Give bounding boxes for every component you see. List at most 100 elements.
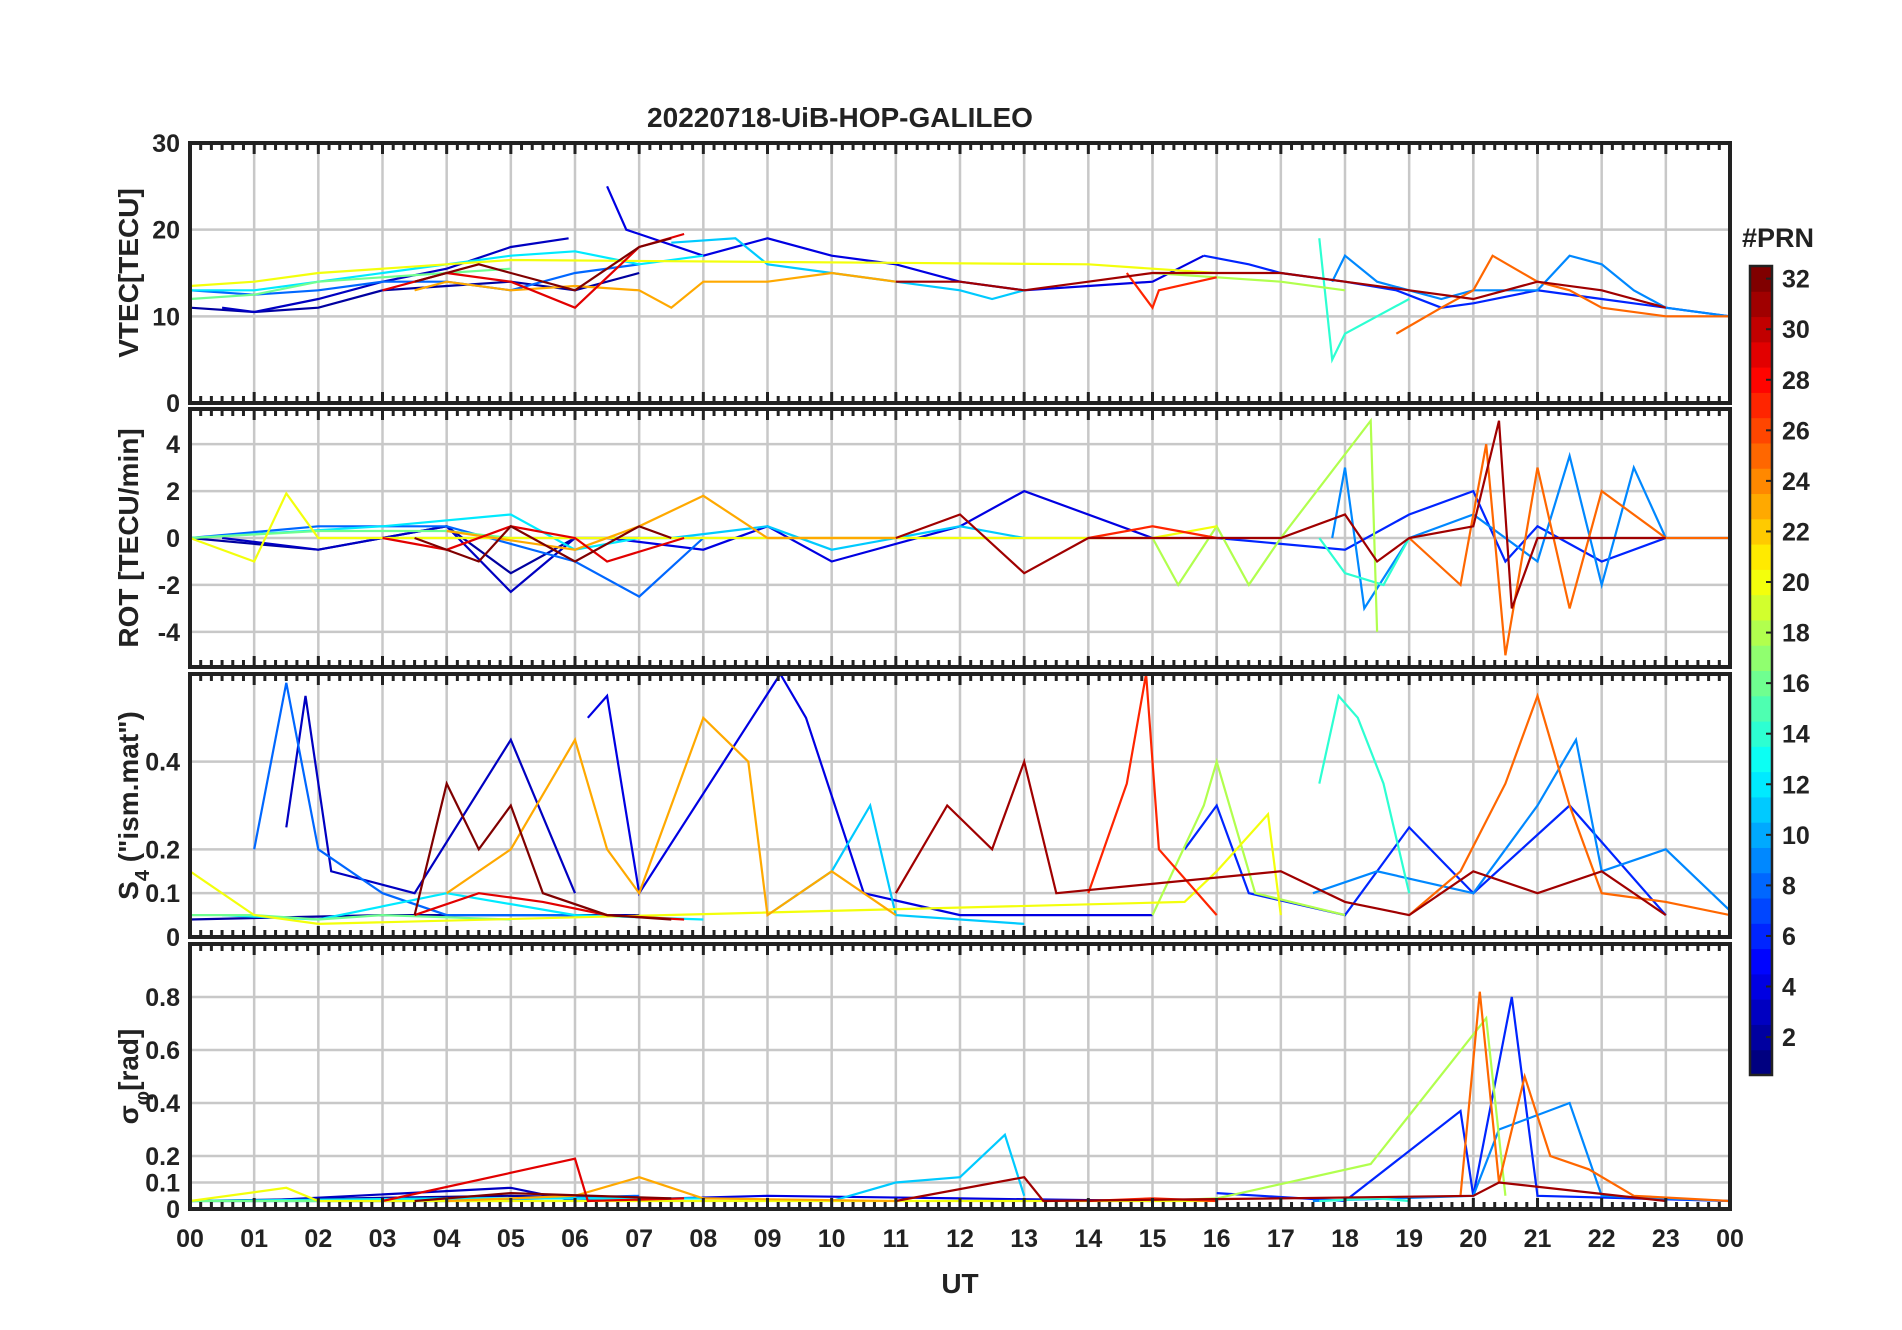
x-tick-label: 19 bbox=[1395, 1225, 1423, 1253]
x-tick-label: 18 bbox=[1331, 1225, 1359, 1253]
series-line-prn-8 bbox=[253, 682, 575, 917]
series-line-prn-16 bbox=[190, 529, 511, 540]
series-line-prn-18 bbox=[1151, 417, 1379, 632]
colorbar-swatch bbox=[1750, 796, 1772, 823]
x-tick-label: 21 bbox=[1524, 1225, 1552, 1253]
colorbar-tick-label: 26 bbox=[1782, 417, 1810, 445]
y-tick-label-vtec: 10 bbox=[152, 303, 180, 331]
chart-title: 20220718-UiB-HOP-GALILEO bbox=[647, 102, 1033, 133]
series-line-prn-25 bbox=[1408, 444, 1730, 656]
colorbar-swatch bbox=[1750, 594, 1772, 621]
y-axis-label-s4: S4 ("ism.mat") bbox=[113, 711, 154, 900]
series-line-prn-27 bbox=[1088, 525, 1217, 540]
series-line-prn-27 bbox=[1125, 272, 1217, 310]
y-axis-label-sigma: σφ[rad] bbox=[113, 1029, 154, 1125]
x-tick-label: 16 bbox=[1203, 1225, 1231, 1253]
x-tick-label: 22 bbox=[1588, 1225, 1616, 1253]
colorbar-swatch bbox=[1750, 1024, 1772, 1051]
x-tick-label: 15 bbox=[1139, 1225, 1167, 1253]
y-tick-label-sigma: 0.4 bbox=[145, 1090, 180, 1118]
colorbar-swatch bbox=[1750, 417, 1772, 444]
colorbar-swatch bbox=[1750, 619, 1772, 646]
y-tick-label-vtec: 0 bbox=[166, 390, 180, 418]
x-tick-label: 23 bbox=[1652, 1225, 1680, 1253]
series-line-prn-9 bbox=[1331, 451, 1730, 612]
y-axis-label-rot: ROT [TECU/min] bbox=[113, 428, 144, 647]
colorbar-tick-label: 18 bbox=[1782, 620, 1810, 648]
series-line-prn-8 bbox=[190, 525, 705, 598]
series-line-prn-11 bbox=[831, 1132, 1026, 1203]
panel-sigma: 00.10.2 0.4 0.6 0.8 σφ[rad] bbox=[113, 942, 1732, 1224]
x-tick-label: 08 bbox=[689, 1225, 717, 1253]
y-tick-label-rot: 4 bbox=[166, 431, 180, 459]
series-line-prn-4 bbox=[606, 185, 1205, 292]
series-vtec bbox=[190, 185, 1730, 364]
colorbar-swatch bbox=[1750, 822, 1772, 848]
y-tick-label-rot: -2 bbox=[158, 572, 180, 600]
series-line-prn-18 bbox=[1152, 271, 1346, 292]
colorbar-swatch bbox=[1750, 341, 1772, 368]
colorbar-swatch bbox=[1750, 948, 1772, 975]
series-line-prn-25 bbox=[1459, 991, 1730, 1203]
x-tick-label: 10 bbox=[818, 1225, 846, 1253]
y-tick-label-sigma: 0.2 bbox=[145, 1143, 180, 1171]
series-line-prn-31 bbox=[895, 271, 1667, 309]
x-tick-label: 00 bbox=[176, 1225, 204, 1253]
x-tick-label: 12 bbox=[946, 1225, 974, 1253]
x-tick-label: 20 bbox=[1459, 1225, 1487, 1253]
colorbar-swatch bbox=[1750, 645, 1772, 671]
series-line-prn-32 bbox=[414, 237, 672, 292]
x-tick-label: 03 bbox=[369, 1225, 397, 1253]
colorbar-swatch bbox=[1750, 923, 1772, 950]
series-line-prn-9 bbox=[1331, 253, 1730, 318]
series-line-prn-4 bbox=[586, 674, 1153, 917]
colorbar-tick-label: 2 bbox=[1782, 1024, 1796, 1052]
series-line-prn-27 bbox=[1087, 674, 1218, 916]
colorbar-swatch bbox=[1750, 266, 1772, 292]
series-line-prn-2 bbox=[190, 271, 640, 314]
y-tick-label-s4: 0 bbox=[166, 924, 180, 952]
y-tick-label-s4: 0.1 bbox=[145, 880, 180, 908]
colorbar-swatch bbox=[1750, 872, 1772, 899]
panel-vtec: 0 10 20 30 VTEC[TECU] bbox=[113, 130, 1732, 418]
colorbar-swatch bbox=[1750, 847, 1772, 874]
x-tick-label: 04 bbox=[433, 1225, 461, 1253]
x-tick-label: 06 bbox=[561, 1225, 589, 1253]
series-line-prn-14 bbox=[1318, 537, 1411, 587]
x-tick-label: 11 bbox=[883, 1225, 910, 1253]
series-line-prn-32 bbox=[414, 524, 672, 563]
y-tick-label-vtec: 20 bbox=[152, 217, 180, 245]
y-tick-label-rot: 0 bbox=[166, 525, 180, 553]
colorbar-tick-label: 10 bbox=[1782, 822, 1810, 850]
series-line-prn-14 bbox=[1319, 1197, 1410, 1203]
series-line-prn-23 bbox=[446, 494, 896, 551]
colorbar-tick-label: 16 bbox=[1782, 670, 1810, 698]
colorbar-frame bbox=[1748, 264, 1774, 1077]
series-line-prn-18 bbox=[1152, 1015, 1507, 1203]
x-tick-label: 00 bbox=[1716, 1225, 1744, 1253]
y-tick-label-sigma: 0.8 bbox=[145, 984, 180, 1012]
y-tick-label-s4: 0.2 bbox=[145, 836, 180, 864]
colorbar-swatch bbox=[1750, 392, 1772, 419]
x-tick-label: 01 bbox=[240, 1225, 268, 1253]
colorbar-tick-label: 4 bbox=[1782, 974, 1796, 1002]
series-line-prn-16 bbox=[190, 267, 511, 301]
colorbar-swatch bbox=[1750, 898, 1772, 924]
colorbar-swatch bbox=[1750, 1049, 1772, 1076]
x-tick-label: 17 bbox=[1267, 1225, 1295, 1253]
panel-s4: 0 0.1 0.2 0.4S4 ("ism.mat") bbox=[113, 672, 1732, 952]
colorbar-tick-label: 20 bbox=[1782, 569, 1810, 597]
series-line-prn-20 bbox=[190, 258, 1217, 288]
series-line-prn-25 bbox=[1408, 692, 1730, 917]
colorbar-swatch bbox=[1750, 291, 1772, 318]
colorbar-tick-label: 30 bbox=[1782, 316, 1810, 344]
colorbar-tick-label: 6 bbox=[1782, 923, 1796, 951]
colorbar-label: #PRN bbox=[1742, 223, 1814, 253]
y-tick-label-rot: 2 bbox=[166, 478, 180, 506]
colorbar-tick-label: 32 bbox=[1782, 266, 1810, 294]
y-tick-label-sigma: 0.6 bbox=[145, 1037, 180, 1065]
series-line-prn-4 bbox=[606, 489, 1153, 563]
